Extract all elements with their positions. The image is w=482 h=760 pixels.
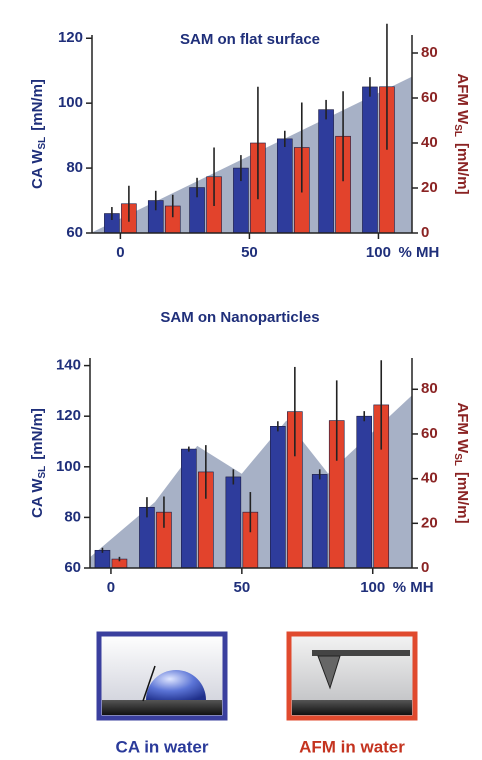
y2-tick-label: 40 [421,470,438,487]
afm-icon [286,631,418,721]
y-tick-label: 100 [56,458,81,475]
x-tick-label: 100 [360,579,385,596]
axis-label-subscript: SL [452,124,463,137]
bar [318,109,334,234]
bar [270,426,286,569]
x-tick-label: 50 [233,579,250,596]
shade-edge [89,395,413,559]
x-tick-label: 100 [366,244,391,261]
y2-tick-label: 60 [421,425,438,442]
axis-label-text: AFM W [454,402,471,454]
y-tick-label: 60 [64,559,81,576]
bar [311,474,328,569]
x-tick-label: 0 [116,244,124,261]
y2-tick-label: 40 [421,134,438,151]
axis-label-text: CA W [29,478,46,518]
x-axis-label: % MH [398,244,439,261]
bar [276,138,293,234]
y-axis-label: CA WSL [mN/m] [29,79,48,189]
y2-tick-label: 80 [421,380,438,397]
legend-ca: CA in water [116,737,209,756]
y-tick-label: 120 [58,29,83,46]
y2-tick-label: 20 [421,179,438,196]
chart-title: SAM on flat surface [180,31,320,48]
axis-label-text: AFM W [454,73,471,125]
axis-label-unit: [mN/m] [454,143,471,195]
bar [362,86,378,234]
y-tick-label: 80 [64,508,81,525]
bar [356,415,373,569]
x-axis-label: % MH [393,579,434,596]
bar [181,448,197,569]
x-tick-label: 0 [107,579,115,596]
y-tick-label: 140 [56,357,81,374]
y2-axis-label: AFM WSL [mN/m] [452,402,471,523]
y-tick-label: 80 [66,159,83,176]
axis-label-text: CA W [29,149,46,189]
bar [94,549,111,569]
y-axis-label: CA WSL [mN/m] [29,408,48,518]
y2-tick-label: 0 [421,224,429,241]
y2-tick-label: 20 [421,514,438,531]
y-tick-label: 60 [66,224,83,241]
axis-label-unit: [mN/m] [29,79,46,131]
y2-tick-label: 60 [421,89,438,106]
charts: 60 80 100 120 0 20 40 60 80 0 50 100 % MH SAM on flat… [29,23,471,596]
y2-axis-label: AFM WSL [mN/m] [452,73,471,194]
chart-title: SAM on Nanoparticles [160,309,319,326]
y2-tick-label: 80 [421,44,438,61]
axis-label-subscript: SL [37,137,48,150]
y-tick-label: 120 [56,407,81,424]
ca-icon [96,631,228,721]
axis-label-subscript: SL [37,466,48,479]
bar [225,476,242,569]
x-tick-label: 50 [241,244,258,261]
axis-label-subscript: SL [452,453,463,466]
axis-label-unit: [mN/m] [29,408,46,460]
legend-afm: AFM in water [299,737,405,756]
y-tick-label: 100 [58,94,83,111]
y2-tick-label: 0 [421,559,429,576]
axis-label-unit: [mN/m] [454,472,471,524]
